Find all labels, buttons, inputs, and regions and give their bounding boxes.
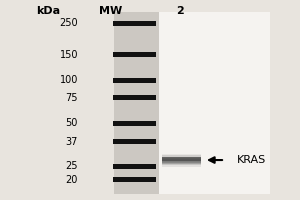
Bar (112, 139, 156, 144)
Bar (112, 121, 156, 126)
Text: 100: 100 (60, 75, 78, 85)
Bar (162, 160, 201, 164)
FancyBboxPatch shape (114, 12, 270, 194)
Bar (162, 162, 201, 165)
Bar (112, 52, 156, 57)
Bar (162, 157, 201, 160)
Text: 20: 20 (66, 175, 78, 185)
Text: 75: 75 (65, 93, 78, 103)
Text: 37: 37 (66, 137, 78, 147)
Text: kDa: kDa (36, 6, 60, 16)
Bar (162, 154, 201, 158)
Bar (112, 164, 156, 169)
Bar (162, 163, 201, 167)
Text: 150: 150 (59, 50, 78, 60)
Bar (162, 157, 201, 161)
Bar (112, 177, 156, 182)
Bar (112, 78, 156, 83)
Text: 250: 250 (59, 18, 78, 28)
Text: 50: 50 (66, 118, 78, 128)
Bar (162, 159, 201, 163)
Text: KRAS: KRAS (237, 155, 266, 165)
Text: 25: 25 (65, 161, 78, 171)
FancyBboxPatch shape (114, 12, 159, 194)
Bar (112, 95, 156, 100)
Bar (112, 21, 156, 26)
Text: 2: 2 (176, 6, 184, 16)
Bar (162, 158, 201, 162)
Text: MW: MW (99, 6, 123, 16)
Bar (162, 155, 201, 159)
